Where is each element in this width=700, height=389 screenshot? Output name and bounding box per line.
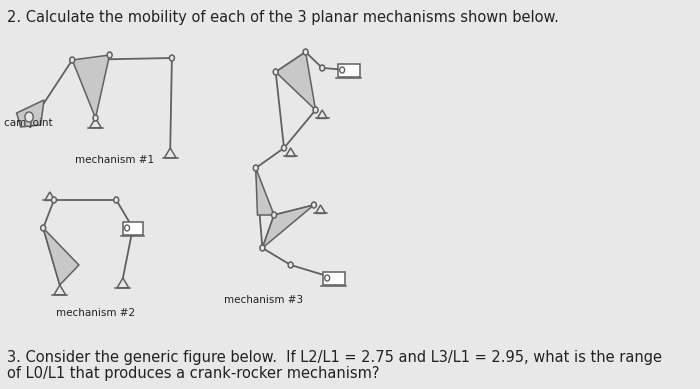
Text: mechanism #2: mechanism #2: [57, 308, 136, 318]
Circle shape: [169, 55, 174, 61]
Circle shape: [70, 57, 75, 63]
Polygon shape: [276, 52, 316, 110]
Text: mechanism #1: mechanism #1: [75, 155, 154, 165]
Circle shape: [312, 202, 316, 208]
Circle shape: [93, 115, 98, 121]
Circle shape: [288, 262, 293, 268]
Circle shape: [107, 52, 112, 58]
Polygon shape: [17, 100, 44, 127]
Circle shape: [125, 225, 130, 231]
Bar: [123, 222, 143, 235]
Circle shape: [340, 67, 344, 73]
Text: mechanism #3: mechanism #3: [224, 295, 303, 305]
Text: of L0/L1 that produces a crank-rocker mechanism?: of L0/L1 that produces a crank-rocker me…: [6, 366, 379, 381]
Circle shape: [253, 165, 258, 171]
Circle shape: [273, 69, 278, 75]
Circle shape: [320, 65, 325, 71]
Circle shape: [114, 197, 119, 203]
Circle shape: [41, 225, 46, 231]
Circle shape: [313, 107, 318, 113]
Circle shape: [260, 245, 265, 251]
Polygon shape: [43, 228, 79, 285]
Text: 3. Consider the generic figure below.  If L2/L1 = 2.75 and L3/L1 = 2.95, what is: 3. Consider the generic figure below. If…: [6, 350, 661, 365]
Polygon shape: [262, 205, 314, 248]
Text: 2. Calculate the mobility of each of the 3 planar mechanisms shown below.: 2. Calculate the mobility of each of the…: [6, 10, 559, 25]
Text: cam joint: cam joint: [4, 118, 52, 128]
Circle shape: [281, 145, 286, 151]
Bar: [323, 272, 344, 285]
Circle shape: [25, 112, 33, 122]
Circle shape: [272, 212, 276, 218]
Circle shape: [303, 49, 308, 55]
Circle shape: [52, 197, 57, 203]
Polygon shape: [72, 55, 110, 118]
Polygon shape: [256, 168, 274, 215]
Circle shape: [325, 275, 330, 281]
Bar: [338, 64, 360, 77]
